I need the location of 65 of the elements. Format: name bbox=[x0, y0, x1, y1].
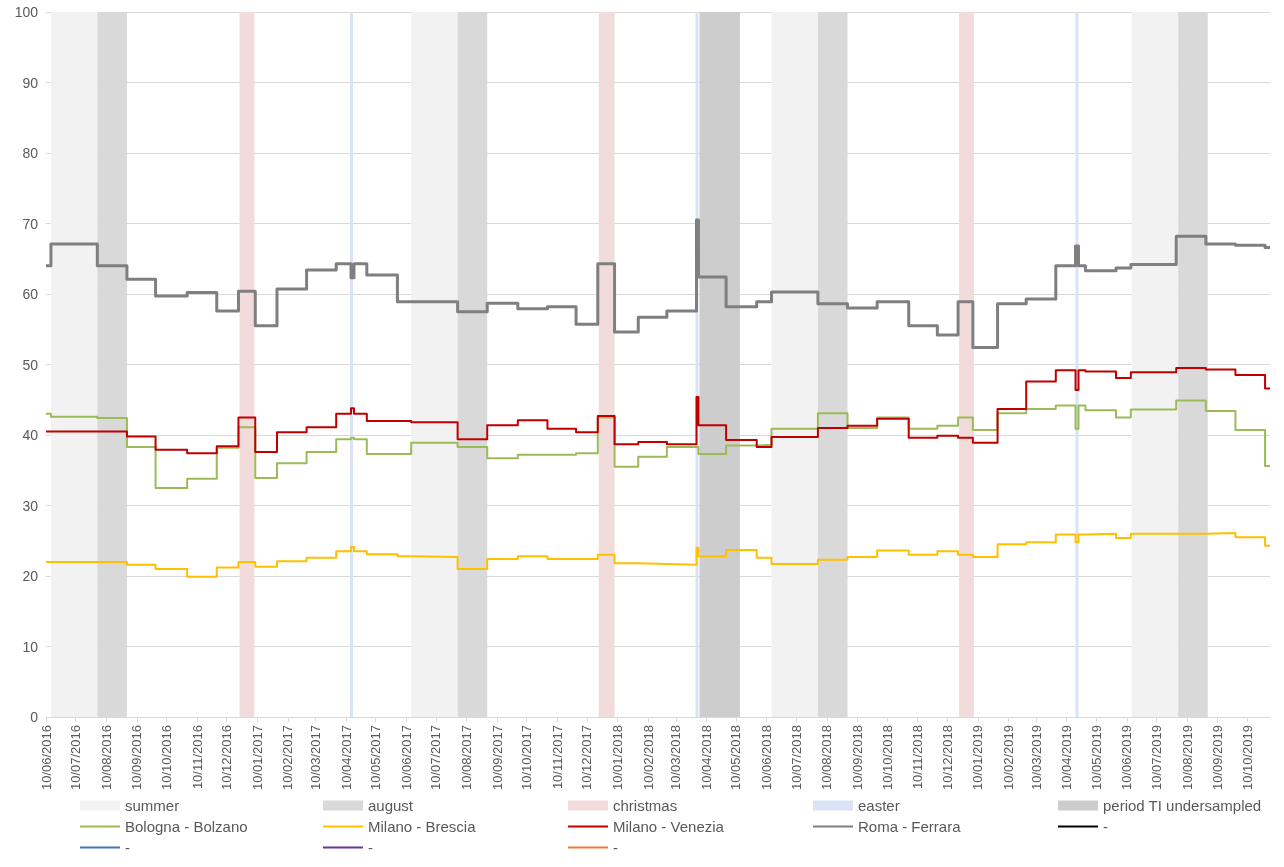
y-tick-label: 30 bbox=[22, 497, 39, 514]
x-tick-label: 10/12/2017 bbox=[579, 725, 595, 791]
x-tick-label: 10/03/2018 bbox=[668, 725, 684, 791]
legend-label: Milano - Brescia bbox=[368, 818, 477, 835]
x-tick-label: 10/06/2017 bbox=[398, 725, 414, 791]
y-tick-label: 10 bbox=[22, 638, 39, 655]
x-tick-label: 10/02/2017 bbox=[280, 725, 296, 791]
y-tick-label: 40 bbox=[22, 427, 39, 443]
x-tick-label: 10/07/2019 bbox=[1148, 725, 1164, 791]
x-tick-label: 10/05/2019 bbox=[1088, 725, 1104, 791]
y-tick-label: 0 bbox=[30, 709, 39, 725]
legend-label: summer bbox=[125, 797, 180, 814]
x-tick-label: 10/09/2016 bbox=[129, 725, 145, 791]
y-tick-label: 80 bbox=[22, 145, 39, 161]
x-tick-label: 10/09/2018 bbox=[849, 725, 865, 791]
x-tick-label: 10/04/2017 bbox=[338, 725, 354, 791]
x-tick-label: 10/01/2017 bbox=[249, 725, 265, 791]
x-tick-label: 10/11/2017 bbox=[549, 725, 565, 790]
x-tick-label: 10/10/2019 bbox=[1239, 725, 1255, 791]
x-tick-label: 10/12/2018 bbox=[939, 725, 955, 791]
y-tick-label: 70 bbox=[22, 215, 39, 232]
x-tick-label: 10/03/2017 bbox=[307, 725, 323, 791]
legend-label: august bbox=[368, 797, 414, 814]
x-tick-label: 10/01/2019 bbox=[970, 725, 986, 791]
x-tick-label: 10/10/2016 bbox=[158, 725, 174, 791]
x-tick-label: 10/10/2018 bbox=[879, 725, 895, 791]
x-tick-label: 10/08/2016 bbox=[98, 725, 114, 791]
x-tick-label: 10/11/2018 bbox=[910, 725, 926, 790]
x-tick-label: 10/02/2018 bbox=[640, 725, 656, 791]
x-tick-label: 10/08/2019 bbox=[1179, 725, 1195, 791]
y-tick-label: 100 bbox=[14, 4, 39, 20]
x-tick-label: 10/11/2016 bbox=[189, 725, 205, 790]
legend-label: - bbox=[613, 839, 618, 856]
x-tick-label: 10/07/2018 bbox=[788, 725, 804, 791]
x-tick-label: 10/03/2019 bbox=[1028, 725, 1044, 791]
x-tick-label: 10/04/2018 bbox=[698, 725, 714, 791]
x-tick-label: 10/05/2018 bbox=[728, 725, 744, 791]
legend-label: - bbox=[368, 839, 373, 856]
legend-label: period TI undersampled bbox=[1103, 797, 1262, 814]
y-tick-label: 60 bbox=[22, 286, 39, 302]
x-tick-label: 10/02/2019 bbox=[1000, 725, 1016, 791]
x-tick-label: 10/06/2016 bbox=[38, 725, 54, 791]
x-tick-label: 10/05/2017 bbox=[368, 725, 384, 791]
legend-label: Bologna - Bolzano bbox=[125, 818, 248, 835]
legend-label: Roma - Ferrara bbox=[858, 818, 962, 835]
x-tick-label: 10/04/2019 bbox=[1059, 725, 1075, 791]
y-tick-label: 50 bbox=[22, 356, 39, 373]
x-tick-label: 10/06/2019 bbox=[1119, 725, 1135, 791]
legend-label: easter bbox=[858, 797, 900, 814]
y-tick-label: 20 bbox=[22, 568, 39, 584]
x-tick-label: 10/12/2016 bbox=[219, 725, 235, 791]
x-tick-label: 10/09/2017 bbox=[489, 725, 505, 791]
y-tick-label: 90 bbox=[22, 74, 39, 91]
legend-label: Milano - Venezia bbox=[613, 818, 725, 835]
legend-label: christmas bbox=[613, 797, 678, 814]
x-tick-label: 10/08/2018 bbox=[819, 725, 835, 791]
legend-label: - bbox=[1103, 818, 1108, 835]
x-tick-label: 10/01/2018 bbox=[610, 725, 626, 791]
x-tick-label: 10/08/2017 bbox=[459, 725, 474, 791]
x-tick-label: 10/07/2016 bbox=[68, 725, 84, 791]
x-tick-label: 10/06/2018 bbox=[759, 725, 775, 791]
x-tick-label: 10/09/2019 bbox=[1210, 725, 1226, 791]
x-tick-label: 10/07/2017 bbox=[428, 725, 444, 791]
x-tick-label: 10/10/2017 bbox=[519, 725, 535, 791]
legend-label: - bbox=[125, 839, 130, 856]
